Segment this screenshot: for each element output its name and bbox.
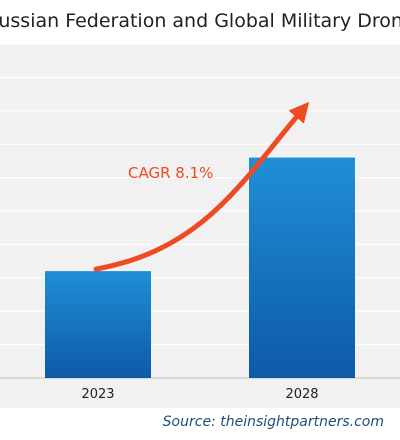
- chart-title-text: Russian Federation and Global Military D…: [0, 10, 400, 32]
- chart-title: Russian Federation and Global Military D…: [0, 10, 400, 32]
- cagr-arrow: [93, 101, 310, 272]
- x-tick-label: 2028: [285, 387, 318, 402]
- x-tick-labels: 2023 2028: [81, 387, 318, 402]
- bar-2023: [45, 271, 151, 378]
- bars: [45, 157, 355, 378]
- source-credit: Source: theinsightpartners.com: [162, 414, 384, 430]
- x-tick-label: 2023: [81, 387, 114, 402]
- cagr-annotation: CAGR 8.1%: [128, 164, 213, 182]
- bar-2028: [249, 157, 355, 378]
